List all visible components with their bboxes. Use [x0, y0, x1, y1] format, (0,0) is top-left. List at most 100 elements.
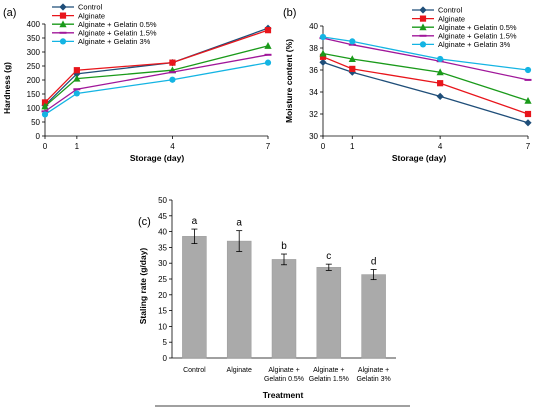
- series-line: [322, 56, 529, 115]
- data-point-marker: [348, 55, 356, 62]
- y-tick-label: 250: [27, 62, 41, 71]
- legend-label: Alginate + Gelatin 0.5%: [438, 23, 517, 32]
- data-point-marker: [264, 59, 272, 66]
- data-point-marker: [169, 59, 176, 66]
- panel-a-axes: 0 50 100 150 200 250 300 350 400 0 1 4 7: [27, 20, 271, 151]
- data-point-marker: [319, 33, 327, 41]
- data-point-marker: [264, 42, 272, 49]
- data-point-marker: [169, 76, 176, 83]
- data-point-marker: [349, 38, 356, 45]
- panel-a-series: [41, 24, 272, 118]
- data-point-marker: [319, 58, 327, 66]
- data-point-marker: [437, 80, 444, 87]
- y-tick-label: 36: [309, 66, 318, 75]
- y-tick-label: 25: [158, 275, 167, 284]
- x-category-label-line: Gelatin 1.5%: [309, 376, 349, 383]
- panel-c-staling-rate-chart: (c) 0 5 10 15 20 25 30 35 40 45 50 Control Alginate A…: [138, 196, 410, 407]
- x-category-label: Alginate + Gelatin 0.5%: [264, 367, 304, 383]
- x-tick-label: 1: [75, 142, 80, 151]
- data-point-marker: [437, 55, 444, 63]
- y-tick-label: 30: [158, 259, 167, 268]
- x-category-label: Alginate: [227, 367, 252, 374]
- legend-marker: [59, 38, 67, 45]
- data-point-marker: [264, 27, 272, 34]
- panel-c-x-axis-label: Treatment: [263, 390, 304, 400]
- significance-letter: b: [281, 241, 287, 252]
- bar: [361, 274, 386, 359]
- y-tick-label: 34: [309, 88, 318, 97]
- data-point-marker: [436, 92, 444, 100]
- series-line: [44, 54, 269, 112]
- x-category-label-line: Alginate +: [268, 367, 299, 374]
- series-line: [322, 36, 529, 71]
- significance-letter: a: [192, 216, 198, 227]
- data-point-marker: [349, 65, 356, 72]
- legend-label: Alginate + Gelatin 0.5%: [78, 20, 157, 29]
- legend-marker: [419, 23, 427, 31]
- y-tick-label: 40: [158, 228, 167, 237]
- x-category-label: Alginate + Gelatin 3%: [356, 367, 390, 383]
- bar: [182, 236, 207, 359]
- legend-label: Alginate: [78, 11, 105, 20]
- y-tick-label: 10: [158, 322, 167, 331]
- legend-marker: [419, 6, 427, 14]
- series-line: [322, 37, 529, 81]
- legend-marker: [59, 12, 67, 19]
- panel-c-bars: a a b c d: [182, 216, 386, 359]
- data-point-marker: [73, 67, 80, 74]
- y-tick-label: 40: [309, 22, 318, 31]
- legend-marker: [59, 20, 67, 28]
- legend-marker: [419, 15, 427, 22]
- significance-letter: c: [326, 251, 331, 262]
- y-tick-label: 35: [158, 243, 167, 252]
- legend-label: Alginate + Gelatin 1.5%: [438, 32, 517, 41]
- panel-c-label: (c): [138, 216, 151, 228]
- y-tick-label: 0: [36, 132, 41, 141]
- y-tick-label: 30: [309, 132, 318, 141]
- data-point-marker: [41, 102, 49, 110]
- x-tick-label: 1: [350, 142, 355, 151]
- y-tick-label: 50: [158, 196, 167, 205]
- panel-a-label: (a): [3, 7, 16, 19]
- y-tick-label: 300: [27, 48, 41, 57]
- legend-label: Alginate + Gelatin 1.5%: [78, 29, 157, 38]
- legend-marker: [59, 3, 67, 11]
- significance-letter: a: [236, 218, 242, 229]
- series-line: [44, 29, 269, 103]
- data-point-marker: [41, 99, 49, 106]
- panel-b-x-axis-label: Storage (day): [392, 153, 446, 163]
- y-tick-label: 38: [309, 44, 318, 53]
- panel-b-y-axis-label: Moisture content (%): [284, 39, 294, 123]
- data-point-marker: [524, 110, 532, 118]
- legend-label: Alginate: [438, 14, 465, 23]
- x-tick-label: 0: [43, 142, 48, 151]
- bar: [226, 240, 252, 359]
- y-tick-label: 15: [158, 307, 167, 316]
- legend-label: Control: [438, 6, 463, 15]
- panel-b-label: (b): [283, 7, 296, 19]
- legend-label: Alginate + Gelatin 3%: [438, 40, 511, 49]
- y-tick-label: 20: [158, 291, 167, 300]
- legend-marker: [419, 41, 427, 48]
- data-point-marker: [73, 90, 80, 97]
- y-tick-label: 45: [158, 212, 167, 221]
- y-tick-label: 50: [31, 118, 40, 127]
- legend-label: Control: [78, 3, 103, 12]
- x-tick-label: 4: [170, 142, 175, 151]
- panel-a-x-axis-label: Storage (day): [130, 153, 184, 163]
- x-tick-label: 7: [266, 142, 271, 151]
- y-tick-label: 400: [27, 20, 41, 29]
- series-line: [44, 45, 269, 107]
- bar: [271, 259, 297, 359]
- data-point-marker: [436, 68, 444, 76]
- data-point-marker: [524, 66, 532, 74]
- significance-letter: d: [371, 257, 377, 268]
- x-category-label-line: Control: [183, 367, 206, 374]
- y-tick-label: 350: [27, 34, 41, 43]
- data-point-marker: [319, 53, 327, 60]
- bar: [316, 267, 342, 359]
